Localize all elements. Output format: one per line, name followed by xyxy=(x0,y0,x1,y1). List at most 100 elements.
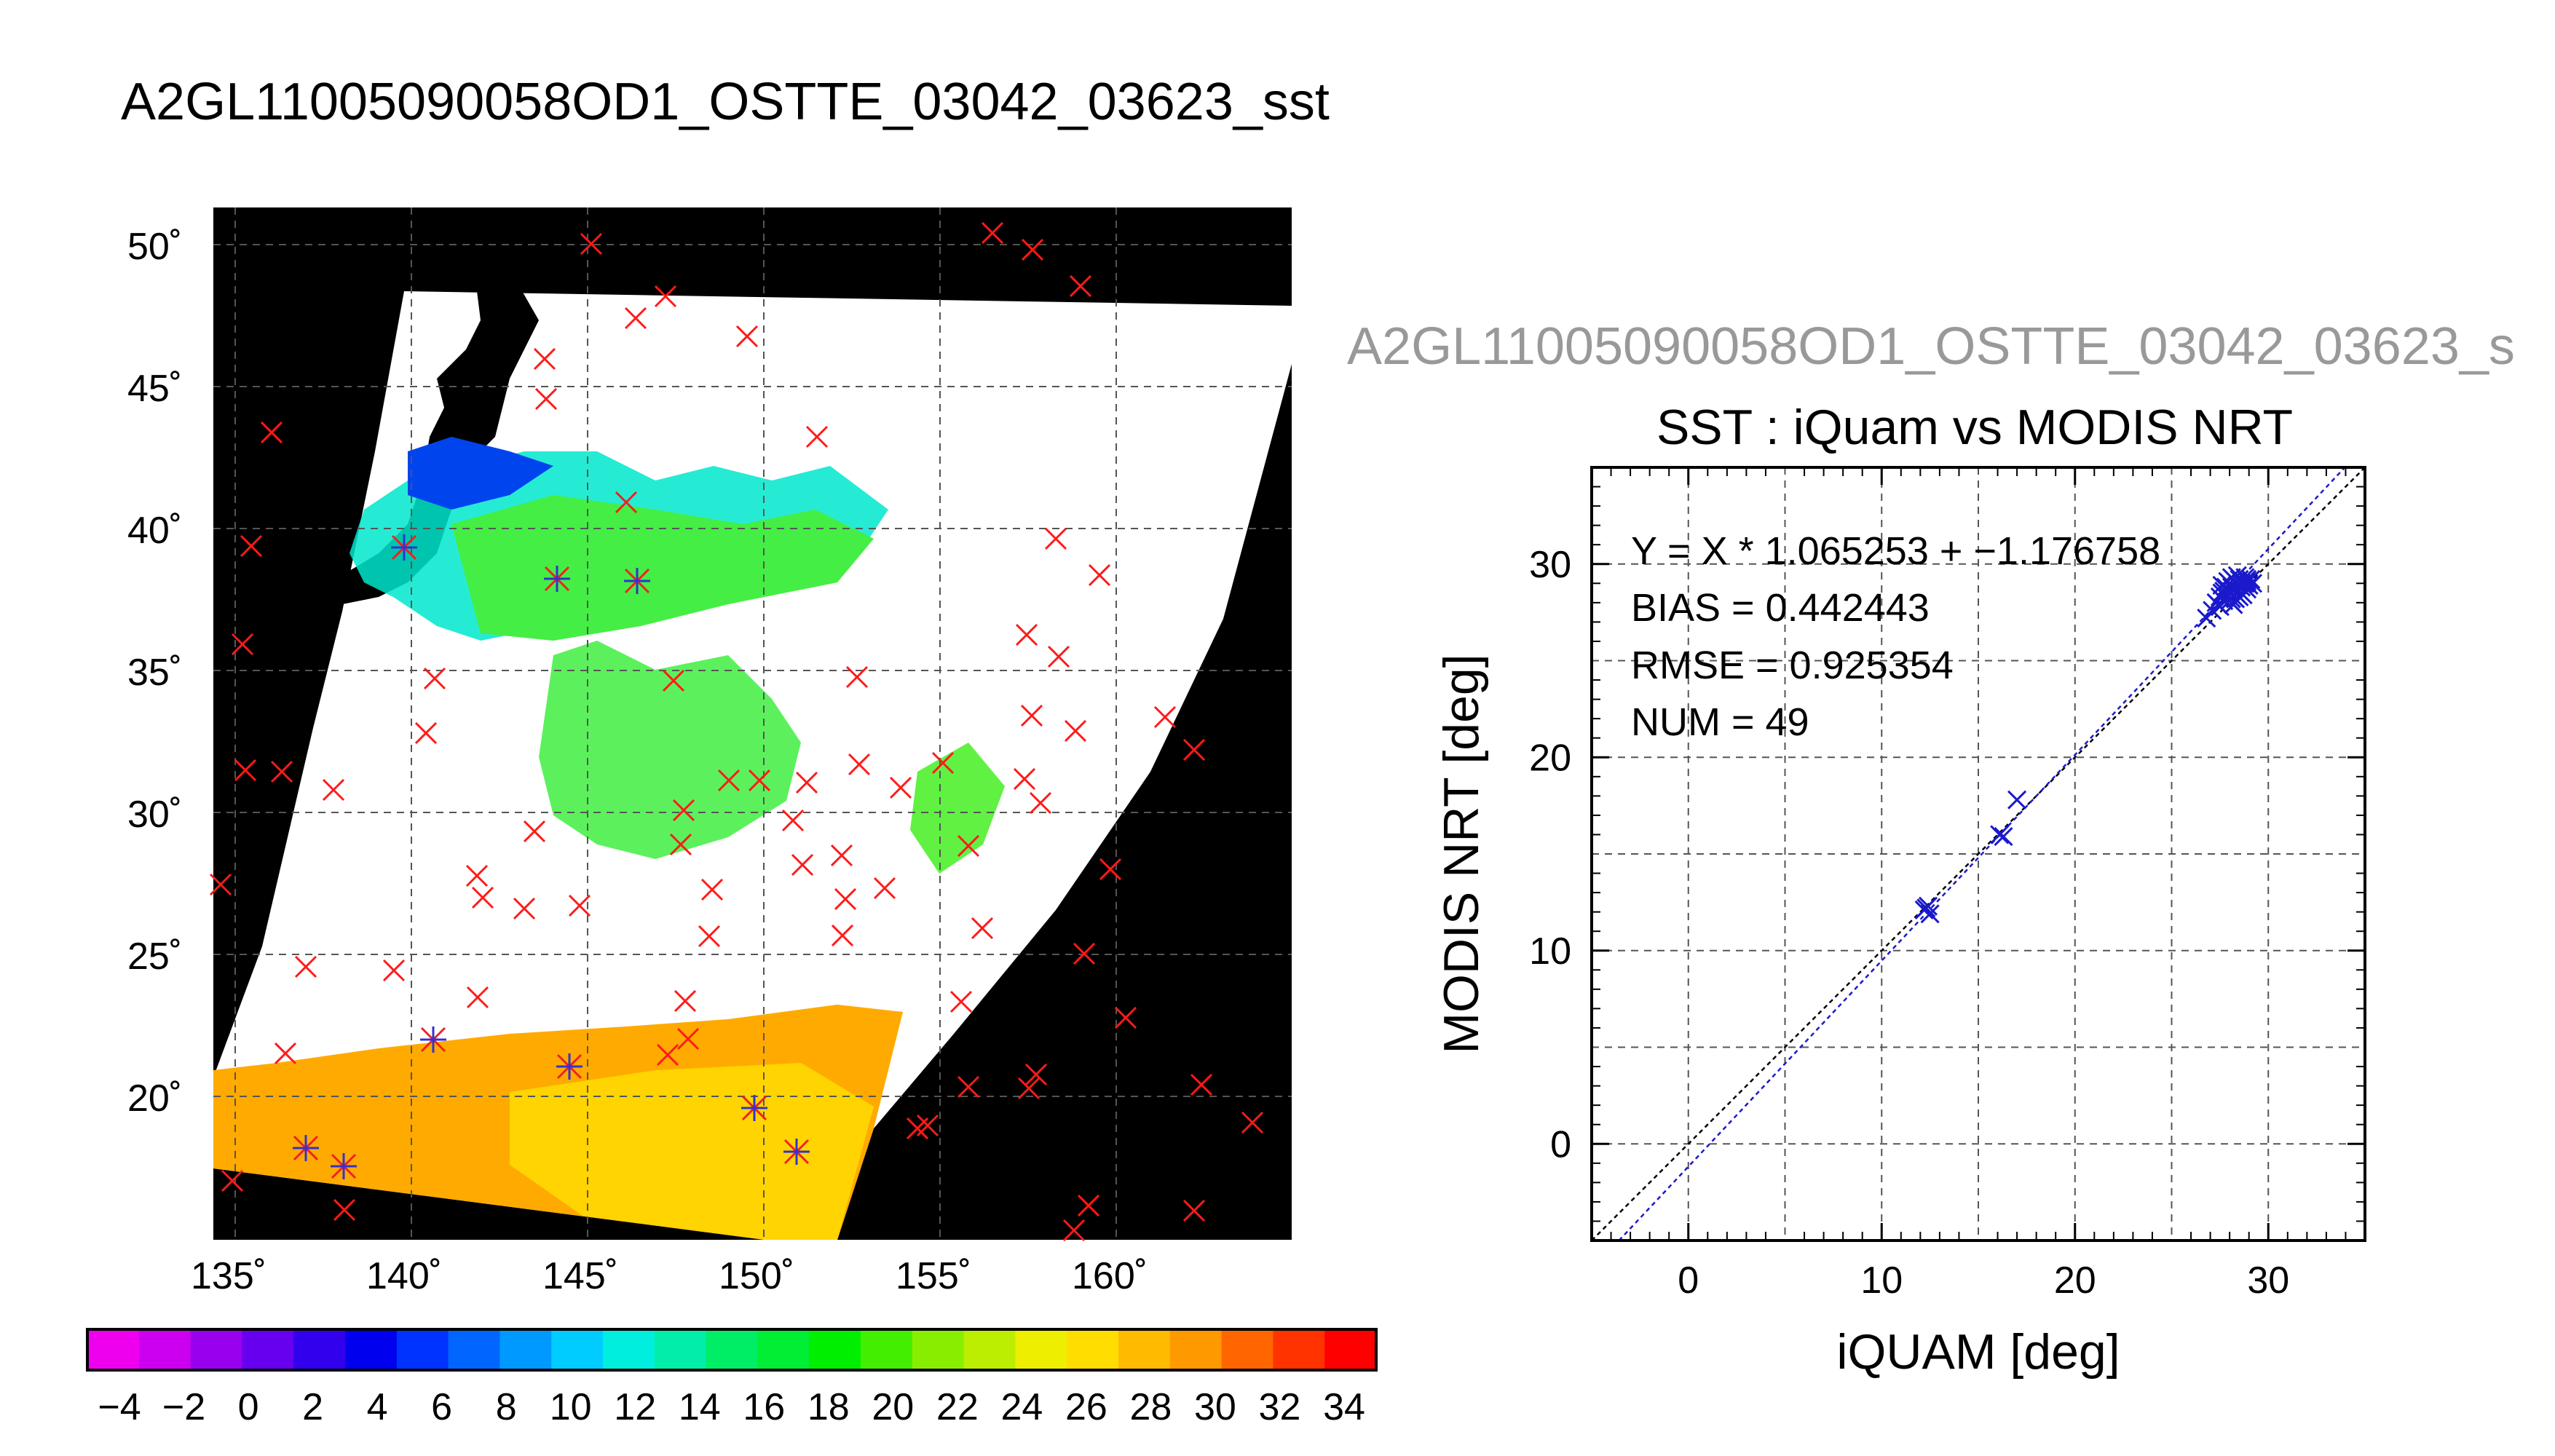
map-marker-17 xyxy=(231,633,254,656)
map-marker-58 xyxy=(674,989,697,1013)
lat-label-30: 30˚ xyxy=(127,794,182,836)
scatter-point-46 xyxy=(2214,581,2234,601)
colorbar-cell-10 xyxy=(603,1329,655,1370)
colorbar-label-18: 32 xyxy=(1259,1386,1301,1428)
colorbar-cell-20 xyxy=(1118,1329,1171,1370)
map-marker-31 xyxy=(848,753,871,776)
map-lon-labels: 135˚ 140˚ 145˚ 150˚ 155˚ 160˚ xyxy=(191,1255,1148,1297)
lat-label-45: 45˚ xyxy=(127,368,182,410)
stat-rmse: RMSE = 0.925354 xyxy=(1631,644,1954,687)
colorbar-label-13: 22 xyxy=(936,1386,979,1428)
scatter-x-axis-label: iQUAM [deg] xyxy=(1836,1324,2120,1380)
colorbar-cells xyxy=(87,1329,1377,1370)
scatter-plot-title: SST : iQuam vs MODIS NRT xyxy=(1656,400,2293,455)
colorbar-cell-4 xyxy=(293,1329,346,1370)
colorbar-cell-3 xyxy=(242,1329,294,1370)
map-marker-43 xyxy=(465,864,489,887)
map-marker-59 xyxy=(949,990,973,1013)
colorbar-cell-21 xyxy=(1169,1329,1223,1370)
map-marker-41 xyxy=(957,834,980,858)
lon-label-150: 150˚ xyxy=(719,1255,794,1297)
scatter-ytick-label-3: 30 xyxy=(1529,544,1571,586)
map-marker-8 xyxy=(735,325,759,348)
map-marker-16 xyxy=(1047,645,1070,668)
scatter-point-44 xyxy=(2226,589,2246,609)
stat-num: NUM = 49 xyxy=(1631,700,1809,744)
lon-label-135: 135˚ xyxy=(191,1255,266,1297)
colorbar-label-19: 34 xyxy=(1323,1386,1365,1428)
map-marker-25 xyxy=(1064,719,1087,743)
map-marker-56 xyxy=(1073,942,1096,965)
colorbar-cell-14 xyxy=(809,1329,861,1370)
map-match-marker-1 xyxy=(544,566,570,592)
colorbar-cell-5 xyxy=(345,1329,398,1370)
map-marker-35 xyxy=(1029,791,1052,815)
map-marker-71 xyxy=(221,1169,244,1192)
map-marker-53 xyxy=(831,924,854,947)
scatter-panel: A2GL11005090058OD1_OSTTE_03042_03623_s S… xyxy=(1347,317,2515,1380)
lat-label-35: 35˚ xyxy=(127,652,182,694)
scatter-point-48 xyxy=(2237,569,2257,590)
scatter-ytick-label-2: 20 xyxy=(1529,737,1571,779)
map-marker-66 xyxy=(1190,1073,1213,1096)
scatter-plot-frame xyxy=(1590,466,2366,1242)
map-marker-49 xyxy=(873,877,896,900)
map-marker-52 xyxy=(698,925,721,948)
sst-patch-warm-2 xyxy=(910,743,1005,874)
colorbar-cell-19 xyxy=(1067,1329,1119,1370)
colorbar-cell-1 xyxy=(138,1329,191,1370)
map-marker-22 xyxy=(1153,705,1177,729)
map-match-marker-5 xyxy=(741,1095,767,1121)
map-marker-64 xyxy=(1024,1063,1048,1086)
map-marker-44 xyxy=(471,886,494,909)
map-marker-46 xyxy=(791,853,814,877)
map-marker-69 xyxy=(906,1117,929,1140)
map-marker-28 xyxy=(717,769,741,792)
map-marker-10 xyxy=(260,421,283,444)
lat-label-25: 25˚ xyxy=(127,935,182,978)
map-marker-45 xyxy=(830,844,853,867)
map-marker-54 xyxy=(294,955,317,978)
sst-map-panel: 50˚ 45˚ 40˚ 35˚ 30˚ 25˚ 20˚ 135˚ 140˚ 14… xyxy=(127,207,1292,1297)
map-marker-39 xyxy=(523,820,546,843)
map-marker-60 xyxy=(1114,1006,1137,1029)
map-marker-11 xyxy=(240,534,263,558)
lon-label-145: 145˚ xyxy=(542,1255,618,1297)
map-marker-24 xyxy=(1020,704,1043,727)
scatter-point-45 xyxy=(2235,574,2255,593)
map-marker-40 xyxy=(669,833,692,856)
colorbar-label-1: −2 xyxy=(162,1386,205,1428)
scatter-point-42 xyxy=(2210,597,2230,617)
scatter-point-5 xyxy=(1994,827,2013,847)
japan-landmass xyxy=(324,207,539,604)
map-marker-37 xyxy=(672,799,695,822)
buoy-markers xyxy=(209,221,1264,1242)
map-marker-65 xyxy=(1017,1077,1040,1100)
map-marker-70 xyxy=(1241,1111,1264,1134)
scatter-clipped-title: A2GL11005090058OD1_OSTTE_03042_03623_s xyxy=(1347,317,2515,376)
map-marker-19 xyxy=(423,667,446,690)
map-marker-48 xyxy=(568,894,591,917)
colorbar-label-17: 30 xyxy=(1194,1386,1236,1428)
map-marker-62 xyxy=(656,1043,679,1067)
map-match-marker-7 xyxy=(293,1135,319,1161)
lat-label-20: 20˚ xyxy=(127,1077,182,1120)
map-marker-2 xyxy=(1021,238,1044,261)
map-marker-63 xyxy=(274,1042,297,1065)
map-marker-5 xyxy=(654,285,677,308)
scatter-xtick-label-1: 10 xyxy=(1860,1259,1903,1302)
colorbar-cell-18 xyxy=(1015,1329,1067,1370)
colorbar-label-9: 14 xyxy=(679,1386,721,1428)
map-match-marker-0 xyxy=(391,534,417,561)
scatter-y-axis-label: MODIS NRT [deg] xyxy=(1434,654,1489,1053)
colorbar-label-6: 8 xyxy=(496,1386,517,1428)
map-marker-14 xyxy=(1088,563,1111,587)
scatter-point-47 xyxy=(2230,587,2249,606)
lon-label-155: 155˚ xyxy=(896,1255,971,1297)
lon-label-140: 140˚ xyxy=(366,1255,442,1297)
colorbar-cell-17 xyxy=(963,1329,1016,1370)
lat-label-50: 50˚ xyxy=(127,226,182,268)
map-marker-47 xyxy=(513,897,536,920)
map-marker-23 xyxy=(1182,738,1206,761)
map-marker-7 xyxy=(534,387,558,411)
